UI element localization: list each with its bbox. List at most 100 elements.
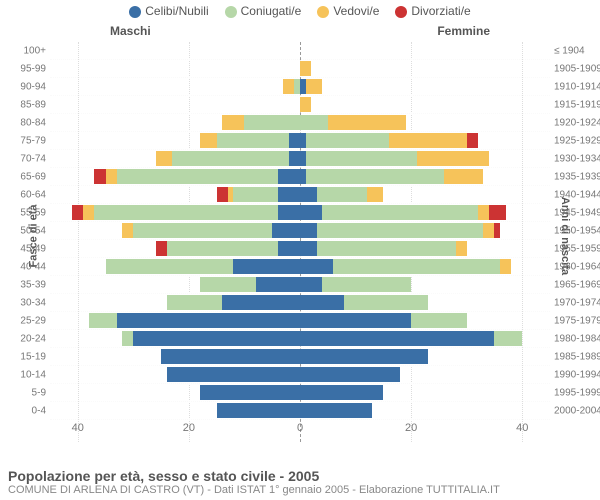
legend: Celibi/NubiliConiugati/eVedovi/eDivorzia…: [0, 4, 600, 18]
bar-segment: [172, 151, 289, 166]
bar-segment: [494, 331, 522, 346]
age-row: 100+≤ 1904: [50, 42, 550, 60]
bar-segment: [333, 259, 500, 274]
bar-segment: [167, 241, 278, 256]
birth-year-label: 1935-1939: [554, 171, 600, 182]
bar-segment: [306, 133, 389, 148]
bar-segment: [117, 313, 300, 328]
bar-segment: [306, 79, 323, 94]
age-label: 95-99: [2, 63, 46, 74]
bar-male: [106, 259, 300, 274]
bar-segment: [122, 331, 133, 346]
age-row: 15-191985-1989: [50, 348, 550, 366]
bar-segment: [217, 403, 300, 418]
bar-segment: [344, 295, 427, 310]
bar-segment: [300, 367, 400, 382]
bar-male: [167, 367, 300, 382]
age-label: 85-89: [2, 99, 46, 110]
bar-segment: [478, 205, 489, 220]
x-tick-label: 0: [297, 422, 303, 434]
birth-year-label: 2000-2004: [554, 405, 600, 416]
bar-female: [300, 169, 483, 184]
age-row: 60-641940-1944: [50, 186, 550, 204]
age-row: 80-841920-1924: [50, 114, 550, 132]
bar-segment: [300, 115, 328, 130]
chart-title: Popolazione per età, sesso e stato civil…: [8, 468, 592, 484]
bar-segment: [89, 313, 117, 328]
bar-segment: [300, 61, 311, 76]
bar-segment: [300, 97, 311, 112]
bar-female: [300, 385, 383, 400]
bar-segment: [467, 133, 478, 148]
bar-female: [300, 223, 500, 238]
birth-year-label: 1980-1984: [554, 333, 600, 344]
age-row: 20-241980-1984: [50, 330, 550, 348]
age-row: 30-341970-1974: [50, 294, 550, 312]
age-label: 0-4: [2, 405, 46, 416]
bar-male: [161, 349, 300, 364]
bar-segment: [122, 223, 133, 238]
bar-segment: [167, 295, 223, 310]
bar-segment: [222, 115, 244, 130]
legend-label: Divorziati/e: [411, 4, 470, 18]
bar-segment: [256, 277, 300, 292]
bar-segment: [200, 385, 300, 400]
bar-female: [300, 313, 467, 328]
age-row: 90-941910-1914: [50, 78, 550, 96]
legend-item: Celibi/Nubili: [129, 4, 208, 18]
bar-male: [156, 241, 300, 256]
legend-swatch: [129, 6, 141, 18]
bar-segment: [300, 241, 317, 256]
bar-segment: [83, 205, 94, 220]
bar-female: [300, 97, 311, 112]
age-row: 40-441960-1964: [50, 258, 550, 276]
bar-male: [200, 133, 300, 148]
bar-male: [122, 331, 300, 346]
bar-segment: [300, 313, 411, 328]
age-label: 70-74: [2, 153, 46, 164]
bar-segment: [417, 151, 489, 166]
bar-segment: [278, 241, 300, 256]
bar-female: [300, 295, 428, 310]
age-row: 0-42000-2004: [50, 402, 550, 420]
bar-male: [89, 313, 300, 328]
bar-segment: [156, 151, 173, 166]
birth-year-label: 1990-1994: [554, 369, 600, 380]
age-label: 25-29: [2, 315, 46, 326]
bar-male: [200, 277, 300, 292]
bar-segment: [72, 205, 83, 220]
birth-year-label: 1920-1924: [554, 117, 600, 128]
x-tick-label: 20: [405, 422, 417, 434]
bar-female: [300, 259, 511, 274]
bar-segment: [233, 259, 300, 274]
age-row: 45-491955-1959: [50, 240, 550, 258]
x-tick-label: 20: [183, 422, 195, 434]
birth-year-label: 1910-1914: [554, 81, 600, 92]
age-label: 15-19: [2, 351, 46, 362]
age-label: 30-34: [2, 297, 46, 308]
bar-segment: [278, 205, 300, 220]
bar-male: [94, 169, 300, 184]
column-title-male: Maschi: [110, 24, 151, 38]
bar-segment: [156, 241, 167, 256]
bar-segment: [317, 241, 456, 256]
age-row: 85-891915-1919: [50, 96, 550, 114]
bar-male: [167, 295, 300, 310]
bar-segment: [300, 205, 322, 220]
bar-segment: [244, 115, 300, 130]
age-label: 65-69: [2, 171, 46, 182]
birth-year-label: 1985-1989: [554, 351, 600, 362]
bar-male: [217, 187, 300, 202]
age-label: 35-39: [2, 279, 46, 290]
bar-segment: [444, 169, 483, 184]
chart-subtitle: COMUNE DI ARLENA DI CASTRO (VT) - Dati I…: [8, 484, 592, 496]
bar-segment: [217, 133, 289, 148]
birth-year-label: 1925-1929: [554, 135, 600, 146]
age-row: 50-541950-1954: [50, 222, 550, 240]
age-row: 10-141990-1994: [50, 366, 550, 384]
bar-female: [300, 61, 311, 76]
age-row: 75-791925-1929: [50, 132, 550, 150]
age-label: 90-94: [2, 81, 46, 92]
bar-segment: [300, 187, 317, 202]
bar-segment: [306, 169, 445, 184]
